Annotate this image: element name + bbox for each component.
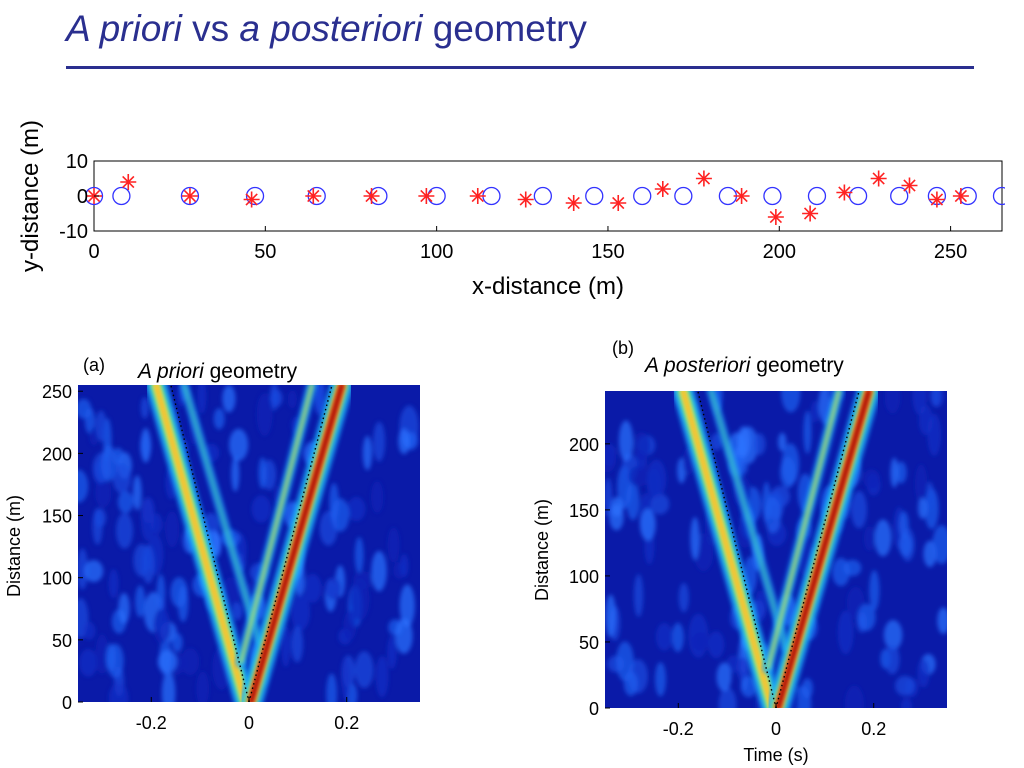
panel-b-title-rest: geometry	[750, 354, 844, 377]
scatter-point-circle	[86, 186, 104, 206]
panel-b-title: A posteriori geometry	[645, 354, 844, 378]
heatmap-y-tick-label: 150	[569, 501, 599, 521]
heatmap-x-tick-label: 0	[244, 713, 254, 733]
title-italic-1: A priori	[66, 8, 182, 49]
scatter-y-label: y-distance (m)	[17, 120, 44, 272]
scatter-point-asterisk	[654, 181, 671, 197]
scatter-point-asterisk	[802, 205, 819, 222]
panel-a-title-italic: A priori	[138, 360, 204, 383]
scatter-point-asterisk	[469, 188, 486, 204]
scatter-point-circle	[992, 186, 1005, 206]
reference-line-right	[775, 391, 860, 708]
scatter-x-tick-label: 50	[254, 241, 276, 263]
scatter-point-circle	[112, 186, 131, 206]
panel-b-x-label: Time (s)	[743, 745, 808, 765]
heatmap-y-tick-label: 0	[589, 699, 599, 719]
scatter-point-asterisk	[901, 177, 918, 194]
scatter-x-label: x-distance (m)	[472, 273, 624, 300]
title-text-4: geometry	[422, 8, 587, 49]
slide-title: A priori vs a posteriori geometry	[66, 8, 587, 50]
scatter-point-circle	[763, 186, 782, 206]
scatter-point-asterisk	[928, 191, 945, 208]
scatter-point-circle	[245, 186, 265, 206]
heatmap-y-tick-label: 150	[42, 507, 72, 527]
scatter-point-asterisk	[120, 174, 137, 190]
heatmap-y-tick-label: 250	[42, 382, 72, 402]
title-text-2: vs	[181, 8, 240, 49]
scatter-point-circle	[890, 186, 909, 206]
panel-b-label: (b)	[612, 338, 634, 358]
scatter-point-asterisk	[767, 209, 784, 225]
heatmap-x-tick-label: 0	[771, 719, 781, 739]
scatter-point-circle	[674, 186, 693, 206]
title-divider	[66, 66, 974, 69]
panel-b-title-italic: A posteriori	[645, 354, 751, 377]
reference-line-left	[697, 391, 777, 708]
scatter-y-tick-label: -10	[59, 221, 88, 243]
scatter-point-asterisk	[305, 188, 322, 204]
heatmap-y-tick-label: 50	[52, 631, 72, 651]
reference-line-left	[170, 385, 250, 702]
scatter-x-tick-label: 200	[763, 241, 796, 263]
heatmap-noise	[78, 385, 419, 702]
heatmap-y-tick-label: 50	[579, 633, 599, 653]
heatmap-x-tick-label: 0.2	[861, 719, 886, 739]
heatmap-y-tick-label: 200	[42, 444, 72, 464]
panel-a-heatmap	[78, 385, 420, 702]
heatmap-y-tick-label: 100	[569, 567, 599, 587]
scatter-point-asterisk	[836, 184, 853, 201]
heatmap-x-tick-label: -0.2	[136, 713, 167, 733]
panel-a-title: A priori geometry	[138, 360, 297, 384]
scatter-point-asterisk	[418, 188, 435, 204]
scatter-point-asterisk	[695, 170, 712, 187]
scatter-point-circle	[533, 186, 553, 206]
scatter-x-tick-label: 100	[420, 241, 453, 263]
scatter-y-tick-label: 10	[66, 151, 88, 173]
scatter-point-circle	[807, 186, 827, 206]
scatter-point-asterisk	[610, 195, 627, 211]
scatter-point-asterisk	[517, 191, 534, 208]
reference-line-right	[248, 385, 333, 702]
panel-a-label: (a)	[83, 355, 105, 375]
scatter-point-circle	[848, 186, 868, 206]
heatmap-y-tick-label: 200	[569, 435, 599, 455]
scatter-point-circle	[633, 186, 652, 206]
scatter-point-circle	[585, 186, 604, 206]
panel-a-title-rest: geometry	[203, 360, 298, 383]
title-italic-3: a posteriori	[239, 8, 423, 49]
heatmap-x-tick-label: -0.2	[663, 719, 694, 739]
scatter-x-tick-label: 0	[88, 241, 99, 263]
heatmap-y-tick-label: 100	[42, 569, 72, 589]
scatter-point-asterisk	[181, 188, 198, 204]
panel-b-heatmap	[605, 391, 947, 708]
heatmap-x-tick-label: 0.2	[334, 713, 359, 733]
scatter-x-tick-label: 150	[591, 241, 624, 263]
panel-a-y-label: Distance (m)	[4, 495, 24, 597]
scatter-x-tick-label: 250	[934, 241, 967, 263]
scatter-point-asterisk	[243, 191, 260, 208]
scatter-point-asterisk	[733, 188, 750, 204]
scatter-point-asterisk	[870, 170, 887, 187]
scatter-point-circle	[180, 186, 200, 206]
scatter-y-tick-label: 0	[77, 186, 88, 208]
heatmap-y-tick-label: 0	[62, 693, 72, 713]
panel-b-y-label: Distance (m)	[532, 499, 552, 601]
scatter-point-asterisk	[952, 188, 969, 204]
scatter-point-asterisk	[363, 188, 380, 204]
scatter-point-asterisk	[565, 195, 582, 211]
